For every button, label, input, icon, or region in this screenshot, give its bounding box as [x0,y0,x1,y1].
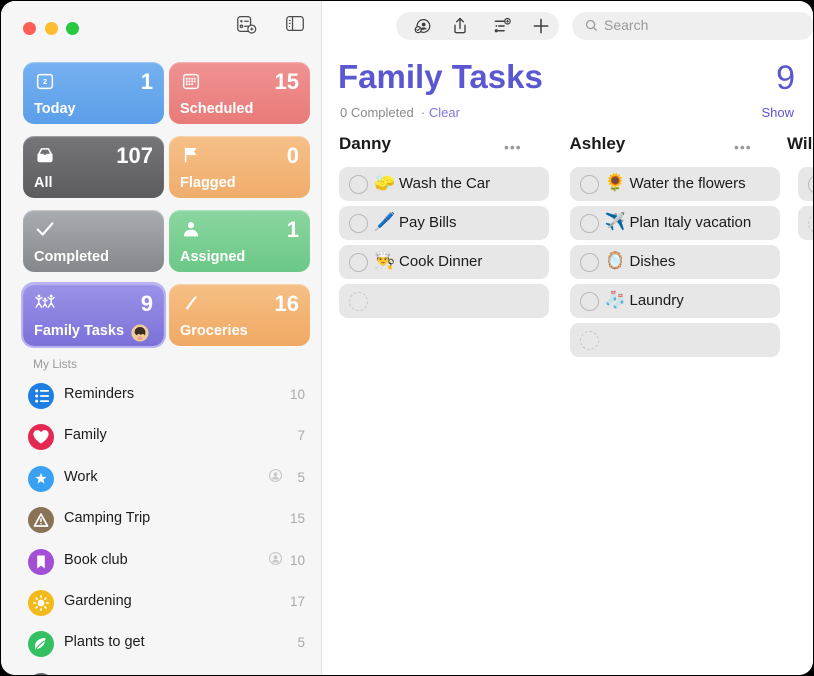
svg-text:2: 2 [43,77,47,86]
